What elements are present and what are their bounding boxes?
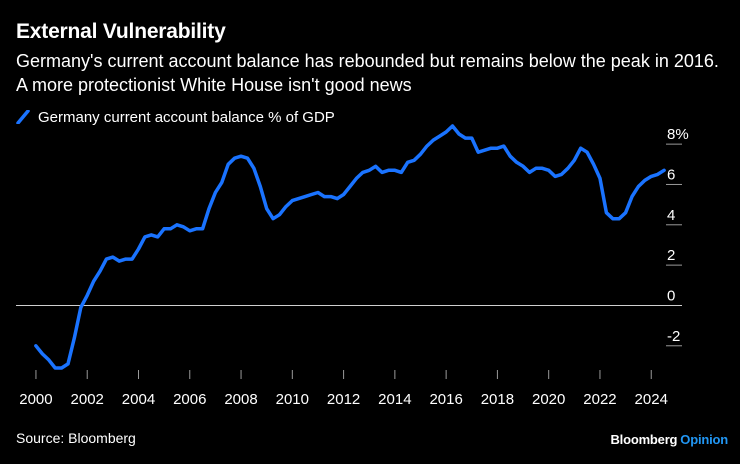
grid-layer	[16, 143, 682, 347]
y-tick-label: 0	[667, 287, 675, 304]
brand-name: Bloomberg	[610, 432, 678, 447]
legend: Germany current account balance % of GDP	[16, 107, 335, 127]
x-tick-label: 2018	[481, 391, 514, 408]
x-tick-label: 2004	[122, 391, 155, 408]
y-tick-label: 4	[667, 207, 675, 224]
x-tick-label: 2016	[429, 391, 462, 408]
x-tick-label: 2010	[276, 391, 309, 408]
chart-title: External Vulnerability	[16, 20, 226, 43]
x-tick-label: 2012	[327, 391, 360, 408]
source-note: Source: Bloomberg	[16, 430, 136, 446]
legend-label: Germany current account balance % of GDP	[38, 108, 335, 126]
y-tick-label: 6	[667, 166, 675, 183]
y-tick-label: -2	[667, 328, 680, 345]
legend-line-icon	[16, 110, 30, 124]
x-tick-label: 2014	[378, 391, 411, 408]
x-tick-label: 2002	[71, 391, 104, 408]
y-axis: 8% 6 4 2 0 -2	[667, 126, 689, 345]
y-tick-label: 8%	[667, 126, 689, 143]
chart-subtitle: Germany's current account balance has re…	[16, 51, 719, 95]
series-line	[34, 124, 666, 370]
x-tick-label: 2024	[635, 391, 668, 408]
brand-logo: Bloomberg Opinion	[610, 432, 728, 447]
x-tick-label: 2006	[173, 391, 206, 408]
brand-section: Opinion	[680, 432, 728, 447]
x-axis: 2000 2002 2004 2006 2008 2010 2012 2014 2016 2018…	[19, 370, 668, 408]
y-tick-label: 2	[667, 247, 675, 264]
series-layer	[34, 124, 666, 370]
x-tick-label: 2000	[19, 391, 52, 408]
x-tick-label: 2008	[224, 391, 257, 408]
x-tick-label: 2022	[583, 391, 616, 408]
x-tick-label: 2020	[532, 391, 565, 408]
